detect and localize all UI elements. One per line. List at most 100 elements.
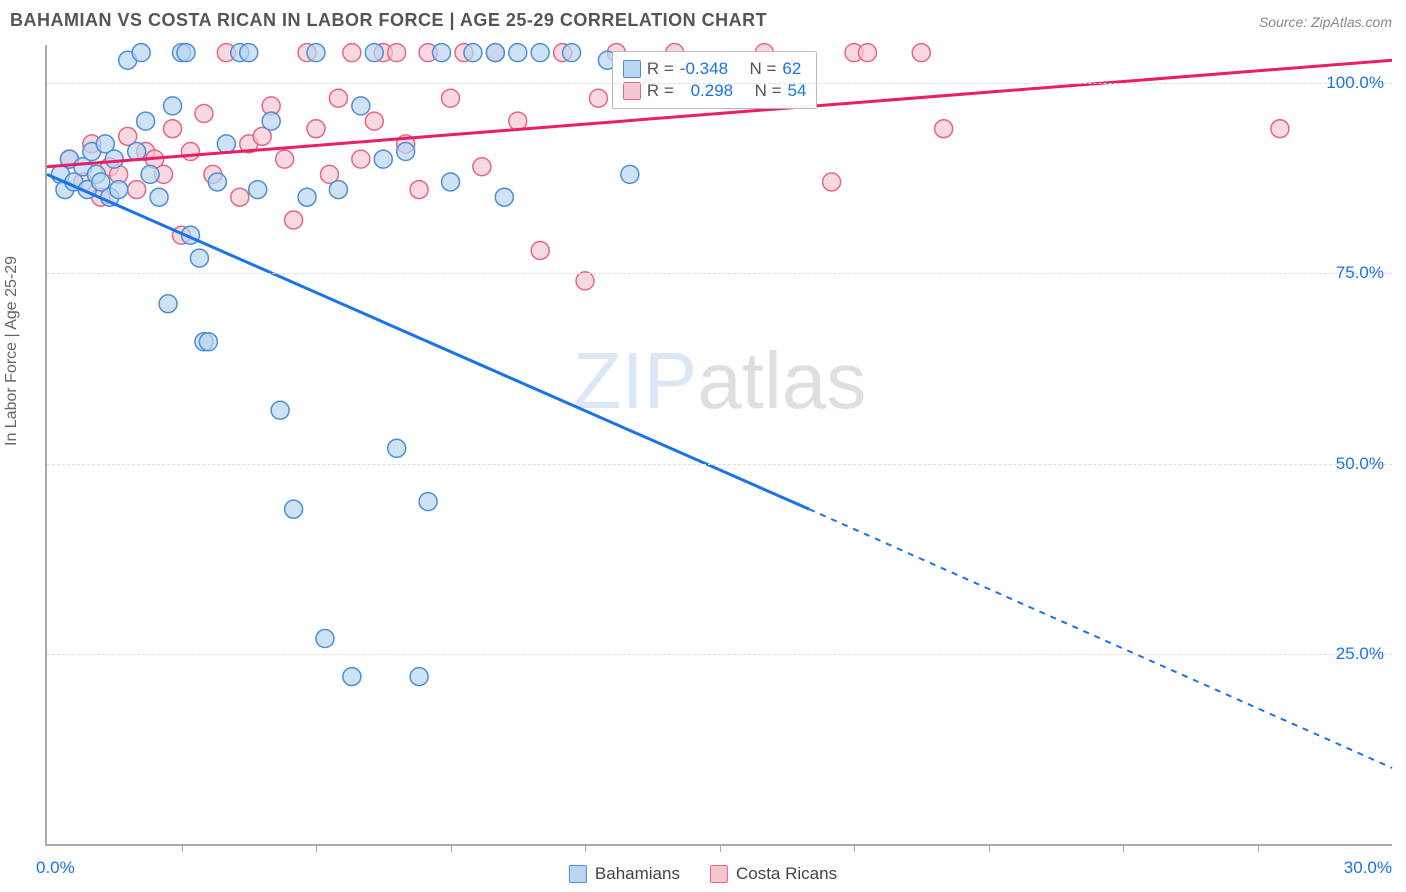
gridline xyxy=(47,273,1392,274)
correlation-legend: R = -0.348 N = 62 R = 0.298 N = 54 xyxy=(612,51,818,109)
scatter-point xyxy=(410,668,428,686)
scatter-point xyxy=(181,143,199,161)
scatter-point xyxy=(495,188,513,206)
scatter-point xyxy=(473,158,491,176)
scatter-point xyxy=(509,44,527,62)
scatter-point xyxy=(285,500,303,518)
scatter-point xyxy=(935,120,953,138)
scatter-point xyxy=(576,272,594,290)
x-tick-mark xyxy=(585,844,586,852)
scatter-point xyxy=(433,44,451,62)
gridline xyxy=(47,654,1392,655)
x-tick-mark xyxy=(316,844,317,852)
scatter-point xyxy=(589,89,607,107)
x-tick-mark xyxy=(182,844,183,852)
scatter-point xyxy=(132,44,150,62)
scatter-point xyxy=(410,181,428,199)
scatter-point xyxy=(365,112,383,130)
scatter-point xyxy=(217,135,235,153)
scatter-point xyxy=(352,97,370,115)
bottom-legend-label-1: Costa Ricans xyxy=(736,864,837,884)
scatter-point xyxy=(1271,120,1289,138)
x-tick-mark xyxy=(451,844,452,852)
scatter-point xyxy=(531,44,549,62)
x-tick-mark xyxy=(854,844,855,852)
regression-line-dashed xyxy=(809,509,1392,768)
swatch-costaricans xyxy=(623,82,641,100)
bottom-legend-label-0: Bahamians xyxy=(595,864,680,884)
scatter-point xyxy=(329,181,347,199)
bottom-legend-item-1: Costa Ricans xyxy=(710,864,837,884)
scatter-point xyxy=(271,401,289,419)
bottom-swatch-0 xyxy=(569,865,587,883)
scatter-point xyxy=(858,44,876,62)
n-label-0: N = xyxy=(749,58,776,80)
swatch-bahamians xyxy=(623,60,641,78)
scatter-point xyxy=(365,44,383,62)
bottom-swatch-1 xyxy=(710,865,728,883)
scatter-point xyxy=(307,44,325,62)
scatter-point xyxy=(316,630,334,648)
scatter-point xyxy=(137,112,155,130)
scatter-point xyxy=(276,150,294,168)
scatter-point xyxy=(249,181,267,199)
scatter-point xyxy=(388,439,406,457)
x-tick-origin: 0.0% xyxy=(36,858,75,878)
scatter-point xyxy=(150,188,168,206)
legend-row-bahamians: R = -0.348 N = 62 xyxy=(623,58,807,80)
scatter-point xyxy=(531,241,549,259)
scatter-point xyxy=(208,173,226,191)
scatter-point xyxy=(621,165,639,183)
x-tick-mark xyxy=(1123,844,1124,852)
scatter-point xyxy=(464,44,482,62)
scatter-point xyxy=(177,44,195,62)
scatter-point xyxy=(199,333,217,351)
source-attribution: Source: ZipAtlas.com xyxy=(1259,14,1392,30)
scatter-point xyxy=(285,211,303,229)
scatter-point xyxy=(164,97,182,115)
r-value-0: -0.348 xyxy=(680,58,728,80)
y-tick-label: 75.0% xyxy=(1336,263,1384,283)
x-tick-mark xyxy=(989,844,990,852)
y-tick-label: 50.0% xyxy=(1336,454,1384,474)
x-tick-end: 30.0% xyxy=(1344,858,1392,878)
scatter-point xyxy=(307,120,325,138)
regression-line xyxy=(47,174,809,509)
scatter-point xyxy=(105,150,123,168)
scatter-point xyxy=(329,89,347,107)
x-tick-mark xyxy=(720,844,721,852)
scatter-point xyxy=(343,44,361,62)
scatter-point xyxy=(128,181,146,199)
scatter-point xyxy=(419,493,437,511)
scatter-point xyxy=(343,668,361,686)
scatter-point xyxy=(164,120,182,138)
gridline xyxy=(47,83,1392,84)
scatter-point xyxy=(374,150,392,168)
chart-svg xyxy=(47,45,1392,844)
gridline xyxy=(47,464,1392,465)
scatter-point xyxy=(912,44,930,62)
scatter-point xyxy=(231,188,249,206)
scatter-point xyxy=(240,44,258,62)
scatter-point xyxy=(486,44,504,62)
scatter-point xyxy=(397,143,415,161)
y-tick-label: 100.0% xyxy=(1326,73,1384,93)
scatter-point xyxy=(823,173,841,191)
scatter-point xyxy=(262,112,280,130)
chart-plot-area: ZIPatlas R = -0.348 N = 62 R = 0.298 N =… xyxy=(45,45,1392,846)
scatter-point xyxy=(563,44,581,62)
y-tick-label: 25.0% xyxy=(1336,644,1384,664)
scatter-point xyxy=(509,112,527,130)
scatter-point xyxy=(195,104,213,122)
n-value-0: 62 xyxy=(782,58,801,80)
scatter-point xyxy=(442,173,460,191)
scatter-point xyxy=(110,181,128,199)
scatter-point xyxy=(388,44,406,62)
scatter-point xyxy=(442,89,460,107)
y-axis-label: In Labor Force | Age 25-29 xyxy=(3,256,21,446)
r-label-0: R = xyxy=(647,58,674,80)
x-tick-mark xyxy=(1258,844,1259,852)
scatter-point xyxy=(352,150,370,168)
bottom-legend-item-0: Bahamians xyxy=(569,864,680,884)
chart-title: BAHAMIAN VS COSTA RICAN IN LABOR FORCE |… xyxy=(10,10,767,31)
